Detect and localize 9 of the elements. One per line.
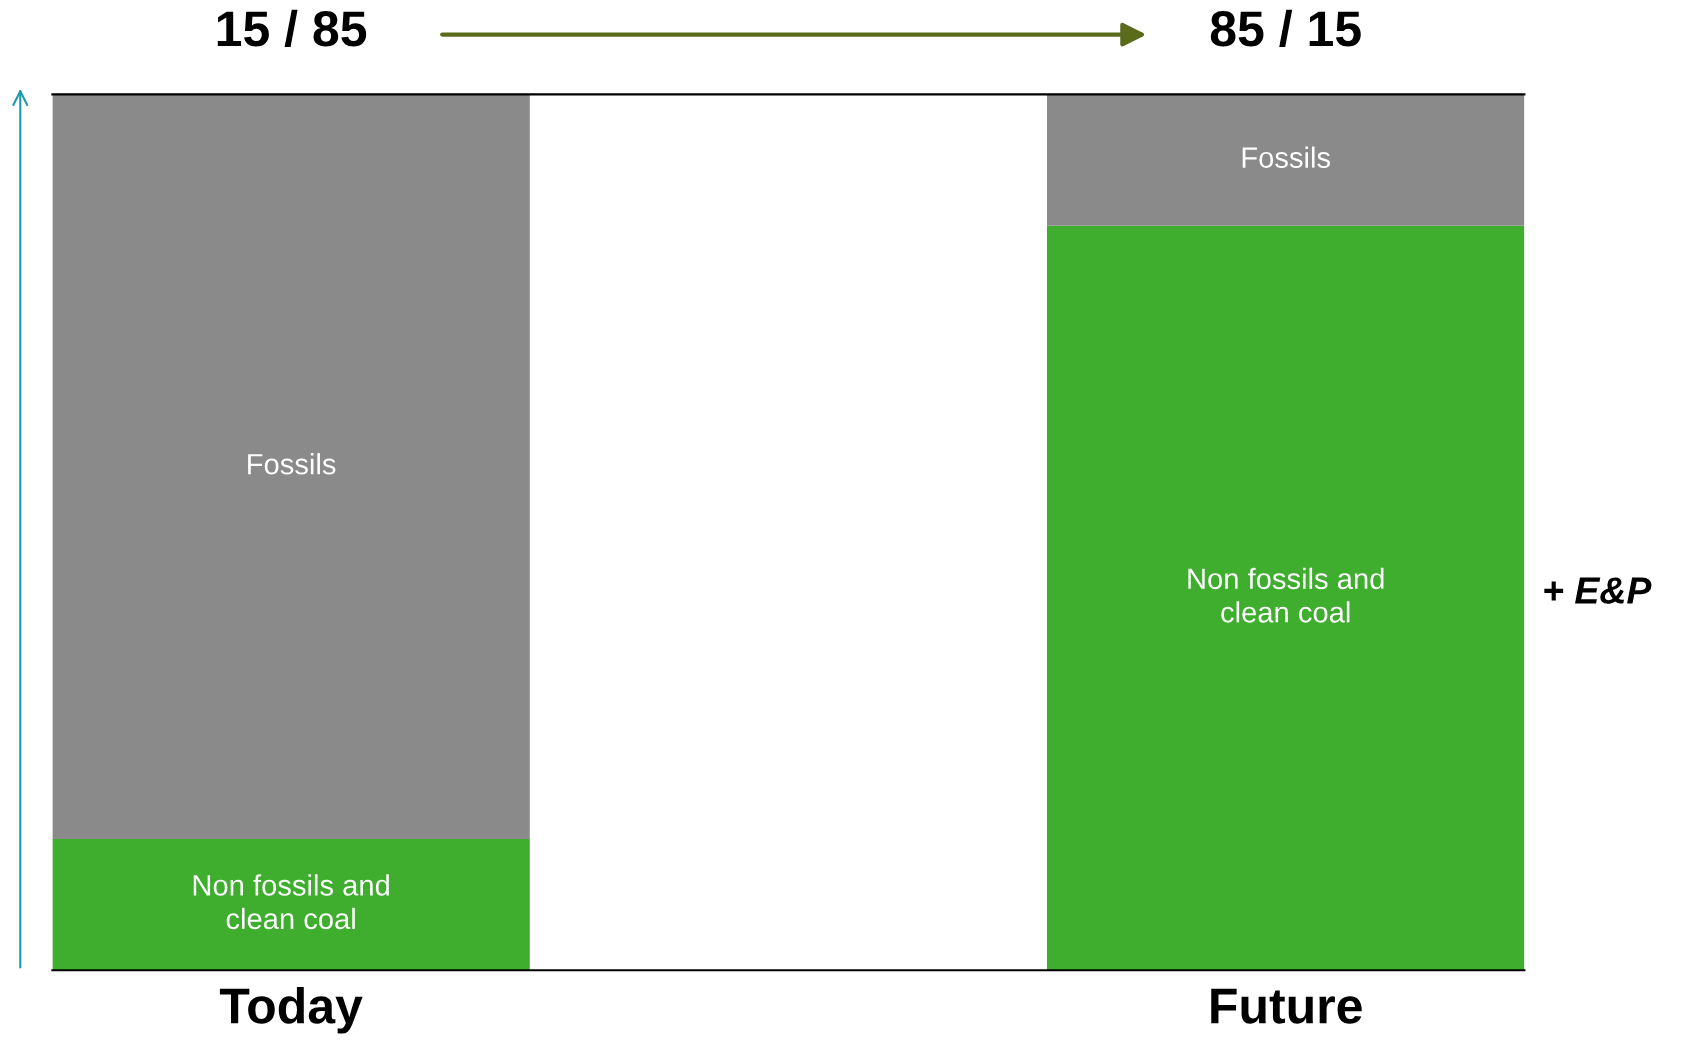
text: Non fossils and clean coal: [1188, 567, 1384, 623]
series-label: Fossils: [1242, 146, 1330, 168]
series-label: Non fossils and clean coal: [193, 874, 389, 930]
text: Fossils: [248, 453, 336, 475]
text: 85 / 15: [1210, 9, 1361, 48]
text: + E&P: [1544, 577, 1652, 604]
x-tick-label: Today: [219, 986, 363, 1034]
text: 15 / 85: [217, 9, 367, 48]
x-tick-label: Future: [1211, 988, 1362, 1024]
